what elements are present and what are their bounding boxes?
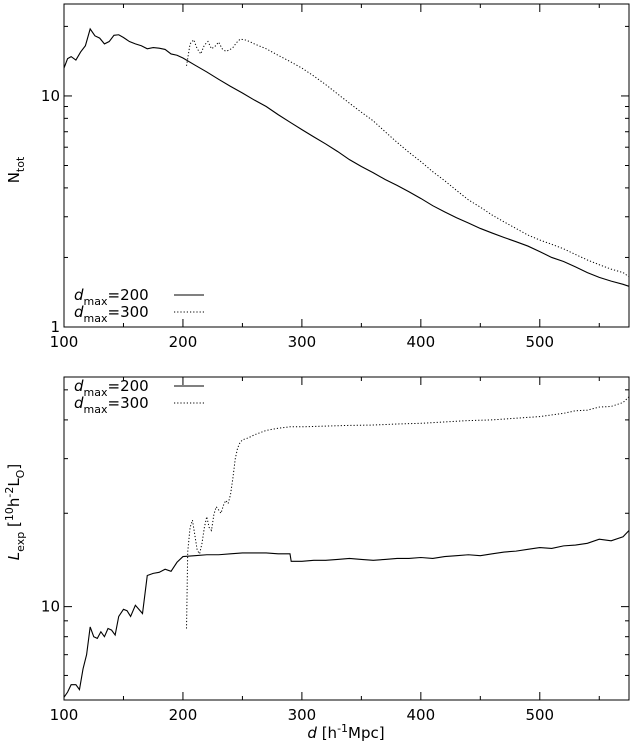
- bottom-y-axis-label: Lexp [10h-2LO]: [3, 464, 27, 560]
- bottom-plot-frame: [63, 376, 630, 701]
- bottom-legend-label-1: dmax=200: [74, 377, 149, 399]
- bottom-x-tick-label: 100: [50, 706, 79, 724]
- bottom-legend-label-2: dmax=300: [74, 394, 149, 416]
- top-x-tick-label: 200: [169, 333, 198, 351]
- top-y-tick-label: 1: [50, 318, 60, 336]
- bottom-x-tick-label: 200: [169, 706, 198, 724]
- bottom-x-tick-label: 500: [525, 706, 554, 724]
- top-y-tick-label: 10: [41, 87, 60, 105]
- bottom-y-tick-label: 10: [41, 598, 60, 616]
- top-plot-frame: [63, 3, 630, 328]
- bottom-series-line-2: [186, 396, 630, 629]
- top-series-line-1: [63, 27, 630, 287]
- top-x-tick-label: 100: [50, 333, 79, 351]
- top-x-tick-label: 300: [288, 333, 317, 351]
- top-x-tick-label: 500: [525, 333, 554, 351]
- bottom-x-axis-label: d [h-1Mpc]: [307, 722, 384, 742]
- bottom-series-line-1: [63, 530, 630, 698]
- top-y-axis-label: Ntot: [5, 156, 27, 183]
- top-legend-label-2: dmax=300: [74, 303, 149, 325]
- top-x-tick-label: 400: [407, 333, 436, 351]
- top-series-line-2: [186, 38, 630, 278]
- top-legend-label-1: dmax=200: [74, 286, 149, 308]
- bottom-x-tick-label: 300: [288, 706, 317, 724]
- bottom-x-tick-label: 400: [407, 706, 436, 724]
